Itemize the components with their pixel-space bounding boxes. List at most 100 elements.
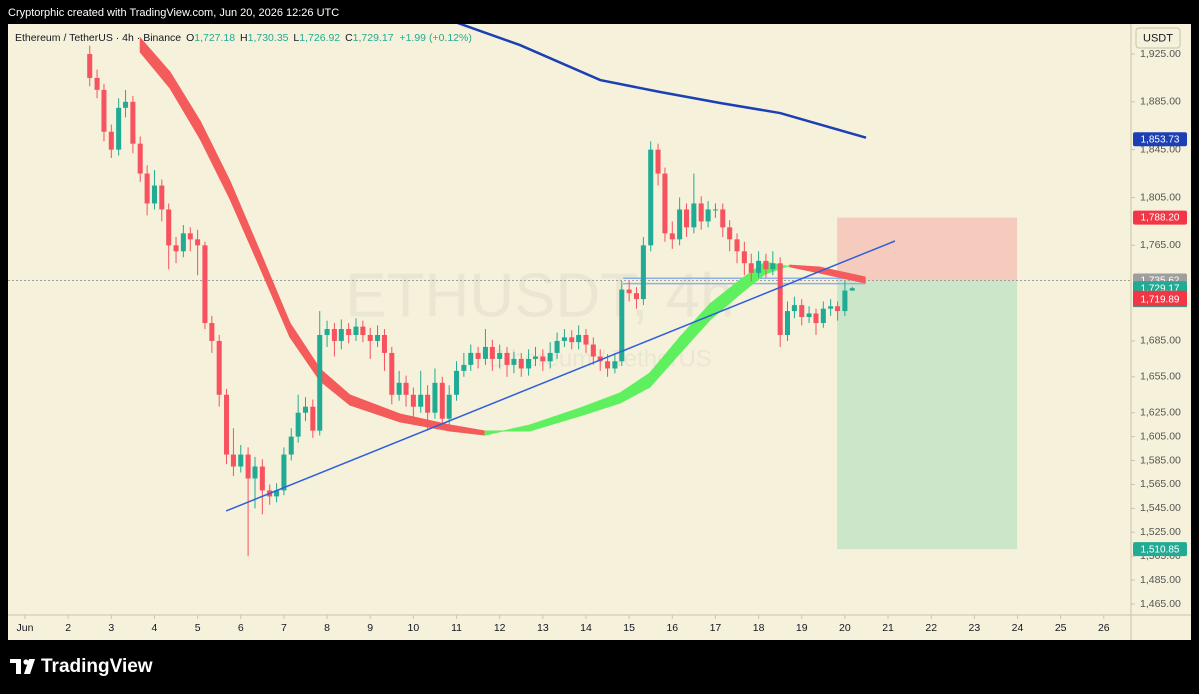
candle-body (461, 364, 467, 371)
x-tick-label: 18 (753, 622, 765, 634)
candle-body (677, 209, 683, 240)
y-tick-label: 1,885.00 (1140, 96, 1181, 108)
candle-body (324, 329, 330, 335)
ema-ribbon (819, 266, 866, 284)
candle-body (108, 131, 114, 150)
candle-body (590, 344, 596, 357)
candle-body (202, 245, 208, 324)
candle-body (777, 263, 783, 335)
candle-body (626, 289, 632, 294)
candle-body (820, 308, 826, 324)
candle-body (173, 245, 179, 252)
y-tick-label: 1,565.00 (1140, 478, 1181, 490)
candle-body (116, 107, 122, 150)
candle-body (425, 394, 431, 413)
logo-stem (16, 659, 21, 674)
x-tick-label: 5 (195, 622, 201, 634)
legend-o: O (186, 32, 194, 44)
candle-body (180, 233, 186, 252)
candle-body (576, 334, 582, 343)
candle-body (791, 305, 797, 312)
candle-body (238, 454, 244, 467)
brand-logo (10, 659, 35, 674)
candle-body (684, 209, 690, 228)
candle-body (310, 406, 316, 431)
price-badge (1133, 132, 1187, 147)
y-tick-label: 1,585.00 (1140, 454, 1181, 466)
x-tick-label: 9 (367, 622, 373, 634)
candle-body (360, 326, 366, 335)
x-tick-label: 25 (1055, 622, 1067, 634)
y-tick-label: 1,485.00 (1140, 574, 1181, 586)
candle-body (439, 382, 445, 419)
candle-body (252, 466, 258, 479)
trendline (225, 240, 896, 512)
candle-body (137, 143, 143, 174)
candle-body (331, 329, 337, 341)
candle-body (619, 289, 625, 362)
candle-body (518, 358, 524, 369)
legend-h: H (240, 32, 248, 44)
y-tick-label: 1,655.00 (1140, 371, 1181, 383)
candle-body (454, 370, 460, 395)
candle-body (741, 251, 747, 264)
candle-body (583, 334, 589, 345)
candle-body (554, 340, 560, 353)
candle-body (338, 329, 344, 341)
candle-body (224, 394, 230, 455)
currency-box[interactable] (1135, 27, 1181, 49)
credit: Cryptorphic created with TradingView.com… (8, 7, 339, 19)
watermark-ticker: ETHUSDT, 4h (345, 261, 734, 330)
candle-body (784, 311, 791, 335)
x-tick-label: 12 (494, 622, 506, 634)
candle-body (489, 346, 495, 359)
price-badge-label: 1,735.62 (1141, 276, 1180, 287)
candle-body (468, 352, 474, 365)
x-tick-label: 16 (666, 622, 678, 634)
candle-body (569, 337, 575, 343)
candle-body (353, 326, 359, 335)
candle-body (705, 209, 711, 222)
candle-body (633, 293, 639, 300)
candle-body (597, 356, 603, 362)
candle-body (482, 346, 488, 359)
x-tick-label: 26 (1098, 622, 1110, 634)
candle-body (849, 288, 855, 291)
legend-l: L (293, 32, 299, 44)
stop-zone (837, 217, 1018, 281)
x-tick-label: 17 (710, 622, 722, 634)
candle-body (346, 329, 352, 335)
y-tick-label: 1,685.00 (1140, 335, 1181, 347)
x-tick-label: 15 (623, 622, 635, 634)
moving-average (456, 24, 867, 139)
candle-body (526, 358, 532, 369)
candle-body (418, 394, 424, 407)
candle-body (245, 454, 251, 479)
y-tick-label: 1,465.00 (1140, 598, 1181, 610)
y-tick-label: 1,545.00 (1140, 502, 1181, 514)
x-tick-label: 14 (580, 622, 592, 634)
x-tick-label: 7 (281, 622, 287, 634)
x-tick-label: 23 (969, 622, 981, 634)
candle-body (605, 361, 611, 369)
candle-body (209, 323, 215, 341)
legend-low: 1,726.92 (299, 32, 340, 44)
candle-body (691, 203, 697, 228)
candle-body (648, 149, 654, 246)
candle-body (166, 209, 172, 246)
price-badge-label: 1,853.73 (1141, 134, 1180, 145)
y-tick-label: 1,625.00 (1140, 406, 1181, 418)
candle-body (842, 290, 848, 312)
legend-symbol: Ethereum / TetherUS · 4h · Binance (15, 32, 181, 44)
candle-body (497, 352, 503, 359)
candle-body (396, 382, 402, 395)
y-tick-label: 1,925.00 (1140, 48, 1181, 60)
candle-body (432, 382, 438, 413)
candle-body (655, 149, 661, 174)
candle-body (195, 239, 201, 246)
candle-body (230, 454, 236, 467)
y-tick-label: 1,525.00 (1140, 526, 1181, 538)
candle-body (748, 263, 754, 273)
candle-body (123, 101, 129, 108)
